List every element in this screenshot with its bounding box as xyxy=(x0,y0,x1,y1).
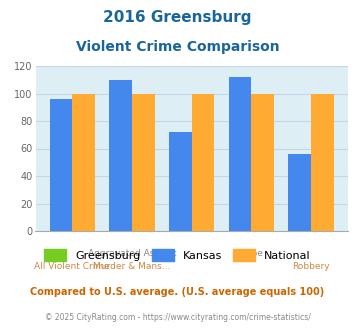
Bar xyxy=(169,132,192,231)
Bar xyxy=(192,93,214,231)
Text: Robbery: Robbery xyxy=(292,262,330,271)
Text: © 2025 CityRating.com - https://www.cityrating.com/crime-statistics/: © 2025 CityRating.com - https://www.city… xyxy=(45,314,310,322)
Bar xyxy=(50,99,72,231)
Legend: Greensburg, Kansas, National: Greensburg, Kansas, National xyxy=(40,245,315,265)
Text: Compared to U.S. average. (U.S. average equals 100): Compared to U.S. average. (U.S. average … xyxy=(31,287,324,297)
Text: All Violent Crime: All Violent Crime xyxy=(34,262,110,271)
Bar xyxy=(229,77,251,231)
Bar xyxy=(72,93,95,231)
Bar xyxy=(132,93,155,231)
Bar xyxy=(251,93,274,231)
Bar xyxy=(311,93,334,231)
Text: Rape: Rape xyxy=(240,249,263,258)
Bar xyxy=(288,154,311,231)
Text: Aggravated Assault: Aggravated Assault xyxy=(88,249,176,258)
Bar xyxy=(109,80,132,231)
Text: Murder & Mans...: Murder & Mans... xyxy=(93,262,171,271)
Text: 2016 Greensburg: 2016 Greensburg xyxy=(103,10,252,25)
Text: Violent Crime Comparison: Violent Crime Comparison xyxy=(76,40,279,53)
